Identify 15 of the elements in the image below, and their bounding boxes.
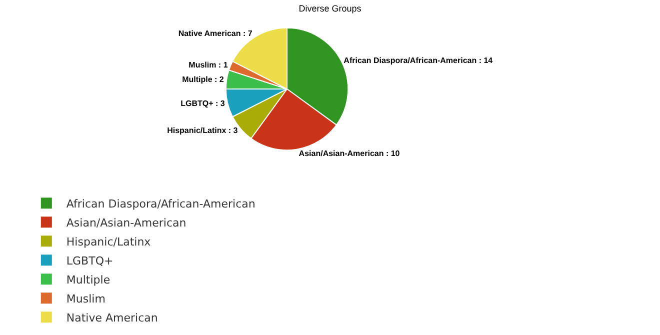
- category-label: Multiple : 2: [182, 74, 224, 84]
- legend-label: Native American: [66, 311, 158, 324]
- category-label: Muslim : 1: [188, 60, 228, 70]
- legend-label: Asian/Asian-American: [66, 216, 186, 230]
- legend-label: Hispanic/Latinx: [66, 235, 152, 248]
- legend-label: African Diaspora/African-American: [66, 197, 256, 210]
- category-label: Hispanic/Latinx : 3: [167, 126, 238, 136]
- category-label: Asian/Asian-American : 10: [298, 149, 400, 158]
- category-label: African Diaspora/African-American : 14: [344, 56, 493, 65]
- legend-label: LGBTQ+: [66, 254, 114, 268]
- category-label: LGBTQ+ : 3: [180, 99, 225, 108]
- chart-title: Diverse Groups: [298, 3, 362, 14]
- legend-label: Multiple: [66, 273, 110, 286]
- legend-label: Muslim: [66, 292, 106, 306]
- category-label: Native American : 7: [178, 29, 252, 38]
